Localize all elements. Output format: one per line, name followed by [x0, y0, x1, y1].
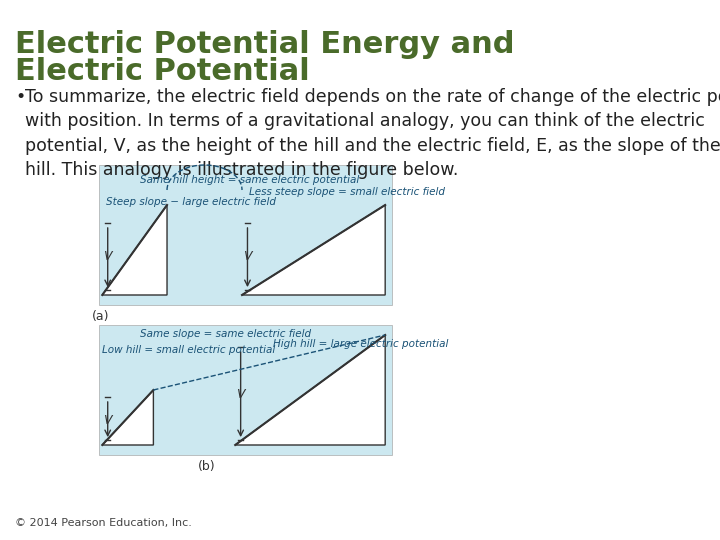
Text: Same slope = same electric field: Same slope = same electric field [140, 329, 311, 339]
Text: Electric Potential: Electric Potential [15, 57, 310, 86]
Text: (a): (a) [92, 310, 109, 323]
Polygon shape [102, 390, 153, 445]
Polygon shape [242, 205, 385, 295]
Text: High hill = large electric potential: High hill = large electric potential [273, 339, 448, 349]
Text: Low hill = small electric potential: Low hill = small electric potential [102, 345, 276, 355]
Polygon shape [235, 335, 385, 445]
Text: To summarize, the electric field depends on the rate of change of the electric p: To summarize, the electric field depends… [24, 88, 720, 179]
Text: (b): (b) [198, 460, 215, 473]
Text: •: • [15, 88, 25, 106]
Text: Same hill height = same electric potential: Same hill height = same electric potenti… [140, 175, 359, 185]
Text: V: V [243, 251, 252, 264]
Text: Less steep slope = small electric field: Less steep slope = small electric field [249, 187, 445, 197]
Text: V: V [104, 414, 112, 427]
Text: Steep slope − large electric field: Steep slope − large electric field [106, 197, 276, 207]
Text: V: V [236, 388, 245, 402]
Polygon shape [102, 205, 167, 295]
FancyBboxPatch shape [99, 165, 392, 305]
Text: Electric Potential Energy and: Electric Potential Energy and [15, 30, 515, 59]
Text: V: V [104, 251, 112, 264]
FancyBboxPatch shape [99, 325, 392, 455]
Text: © 2014 Pearson Education, Inc.: © 2014 Pearson Education, Inc. [15, 518, 192, 528]
